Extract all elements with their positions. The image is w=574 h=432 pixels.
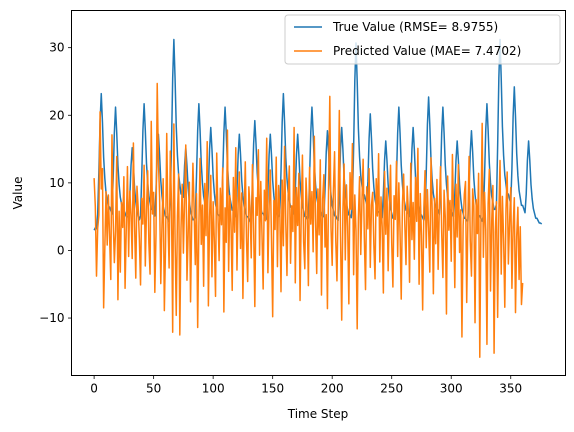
legend-box: [284, 14, 561, 65]
plot-frame: [71, 10, 566, 376]
legend: True Value (RMSE= 8.9755) Predicted Valu…: [284, 14, 561, 65]
y-tick-label: 10: [49, 176, 64, 190]
x-tick-label: 300: [440, 382, 463, 396]
x-tick-label: 350: [499, 382, 522, 396]
series-line-predicted-value: [93, 82, 524, 358]
x-tick-label: 250: [380, 382, 403, 396]
x-tick-label: 200: [321, 382, 344, 396]
x-axis-label: Time Step: [287, 407, 349, 421]
legend-label-predicted-value: Predicted Value (MAE= 7.4702): [333, 44, 521, 58]
legend-label-true-value: True Value (RMSE= 8.9755): [332, 20, 498, 34]
y-axis-label: Value: [11, 177, 25, 210]
y-tick-label: 20: [49, 108, 64, 122]
x-tick-label: 0: [90, 382, 98, 396]
x-tick-label: 50: [146, 382, 161, 396]
y-tick-label: 0: [57, 243, 65, 257]
x-tick-label: 100: [202, 382, 225, 396]
x-tick-label: 150: [261, 382, 284, 396]
y-tick-label: 30: [49, 41, 64, 55]
y-tick-label: −10: [39, 311, 64, 325]
